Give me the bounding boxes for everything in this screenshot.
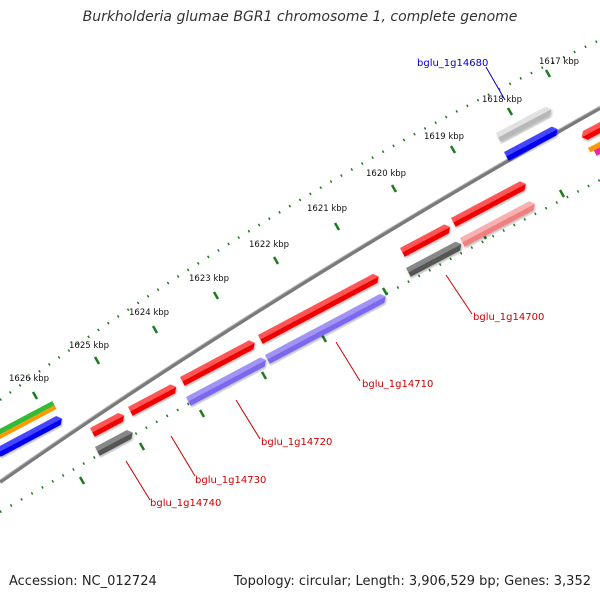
gene-label-bglu-1g14730[interactable]: bglu_1g14730 [195, 475, 266, 486]
tick-label-1623: 1623 kbp [189, 274, 229, 284]
gene-feature[interactable] [186, 356, 268, 406]
gene-feature[interactable] [460, 200, 537, 247]
map-title: Burkholderia glumae BGR1 chromosome 1, c… [82, 9, 518, 25]
chromosome-backbone [0, 106, 600, 484]
tick-label-1625: 1625 kbp [69, 341, 109, 351]
tick-label-1617: 1617 kbp [539, 57, 579, 67]
gene-feature[interactable] [0, 414, 64, 457]
tick-label-1624: 1624 kbp [129, 308, 169, 318]
gene-label-bglu-1g14700[interactable]: bglu_1g14700 [473, 312, 544, 323]
outer-ticks-ring [0, 38, 600, 402]
gene-feature[interactable] [588, 132, 600, 158]
gene-label-bglu-1g14720[interactable]: bglu_1g14720 [261, 437, 332, 448]
gene-feature[interactable] [128, 383, 179, 416]
tick-label-1621: 1621 kbp [307, 204, 347, 214]
tick-label-1626: 1626 kbp [9, 374, 49, 384]
callout-lines [125, 66, 506, 501]
gene-feature[interactable] [258, 272, 381, 344]
gene-feature[interactable] [400, 223, 452, 257]
tick-label-1622: 1622 kbp [249, 240, 289, 250]
tick-label-1620: 1620 kbp [366, 169, 406, 179]
gene-feature[interactable] [579, 116, 600, 142]
gene-feature[interactable] [0, 401, 57, 440]
tick-label-1619: 1619 kbp [424, 132, 464, 142]
gene-feature[interactable] [180, 339, 257, 386]
gene-feature[interactable] [90, 411, 126, 437]
gene-track-outer [90, 105, 600, 437]
gene-feature[interactable] [496, 105, 554, 142]
gene-feature[interactable] [265, 292, 388, 364]
gene-feature[interactable] [406, 240, 464, 277]
gene-feature[interactable] [95, 428, 135, 456]
gene-label-bglu-1g14710[interactable]: bglu_1g14710 [362, 379, 433, 390]
gene-track-inner [0, 125, 600, 457]
gene-label-bglu-1g14680[interactable]: bglu_1g14680 [417, 58, 488, 69]
accession-text: Accession: NC_012724 [9, 574, 157, 589]
tick-label-1618: 1618 kbp [482, 95, 522, 105]
genome-summary-text: Topology: circular; Length: 3,906,529 bp… [233, 574, 591, 589]
gene-label-bglu-1g14740[interactable]: bglu_1g14740 [150, 498, 221, 509]
gene-feature[interactable] [451, 180, 528, 227]
gene-feature[interactable] [504, 125, 560, 161]
